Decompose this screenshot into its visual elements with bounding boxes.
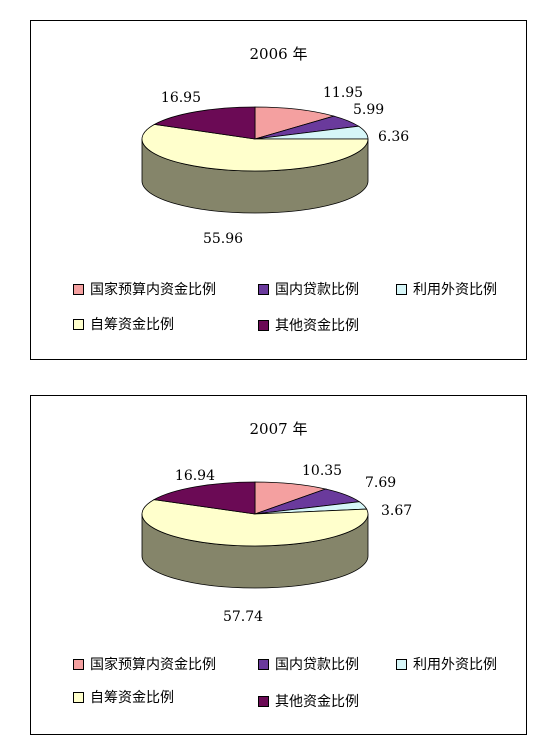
legend-item-domestic-loans: 国内贷款比例 <box>258 279 359 299</box>
chart-title: 2007 年 <box>249 420 308 438</box>
legend-swatch <box>258 695 269 707</box>
legend-label: 国家预算内资金比例 <box>90 282 216 298</box>
data-label: 6.36 <box>378 129 409 145</box>
slice-national-budget <box>254 481 328 515</box>
chart-panel-2006: 2006 年 11.95 5.99 6.36 55.96 16.95 国家预算内资金比例… <box>30 20 527 360</box>
legend-item-other: 其他资金比例 <box>258 691 359 711</box>
legend-label: 其他资金比例 <box>275 694 359 710</box>
slice-self-raised <box>141 499 369 547</box>
legend-item-foreign-investment: 利用外资比例 <box>396 279 497 299</box>
legend-label: 国内贷款比例 <box>275 657 359 673</box>
legend-swatch <box>73 283 84 295</box>
data-label: 16.94 <box>175 468 215 484</box>
chart-title: 2006 年 <box>249 45 308 63</box>
data-label: 57.74 <box>223 609 263 625</box>
data-label: 3.67 <box>381 503 412 519</box>
data-label: 7.69 <box>365 475 396 491</box>
legend-swatch <box>396 658 407 670</box>
data-label: 10.35 <box>302 463 342 479</box>
legend-swatch <box>258 658 269 670</box>
data-label: 5.99 <box>353 102 384 118</box>
legend-item-national-budget: 国家预算内资金比例 <box>73 279 216 299</box>
slice-other <box>153 106 256 140</box>
pie-chart-2006: 11.955.99 6.36 55.96 16.95 <box>141 85 409 247</box>
legend-swatch <box>396 283 407 295</box>
pie-chart-2007: 10.35 7.69 3.67 57.74 16.94 <box>141 463 412 625</box>
legend-swatch <box>258 283 269 295</box>
legend-item-national-budget: 国家预算内资金比例 <box>73 654 216 674</box>
slice-self-raised <box>141 123 369 172</box>
legend-swatch <box>258 319 269 331</box>
data-label: 11.95 <box>323 85 363 101</box>
data-label: 55.96 <box>203 231 243 247</box>
legend-label: 其他资金比例 <box>275 318 359 334</box>
legend-item-domestic-loans: 国内贷款比例 <box>258 654 359 674</box>
legend-swatch <box>73 658 84 670</box>
data-label: 16.95 <box>161 90 201 106</box>
legend-item-foreign-investment: 利用外资比例 <box>396 654 497 674</box>
chart-panel-2007: 2007 年 10.35 7.69 3.67 57.74 16.94 国家预算内资金比例… <box>30 395 527 735</box>
legend-label: 国家预算内资金比例 <box>90 657 216 673</box>
legend-label: 自筹资金比例 <box>90 317 174 333</box>
slice-national-budget <box>254 106 336 140</box>
legend-item-self-raised: 自筹资金比例 <box>73 687 174 707</box>
slice-other <box>152 481 256 515</box>
legend-label: 国内贷款比例 <box>275 282 359 298</box>
legend-item-other: 其他资金比例 <box>258 315 359 335</box>
legend-swatch <box>73 318 84 330</box>
legend-label: 利用外资比例 <box>413 657 497 673</box>
legend-label: 自筹资金比例 <box>90 690 174 706</box>
legend-item-self-raised: 自筹资金比例 <box>73 314 174 334</box>
legend-swatch <box>73 691 84 703</box>
legend-label: 利用外资比例 <box>413 282 497 298</box>
